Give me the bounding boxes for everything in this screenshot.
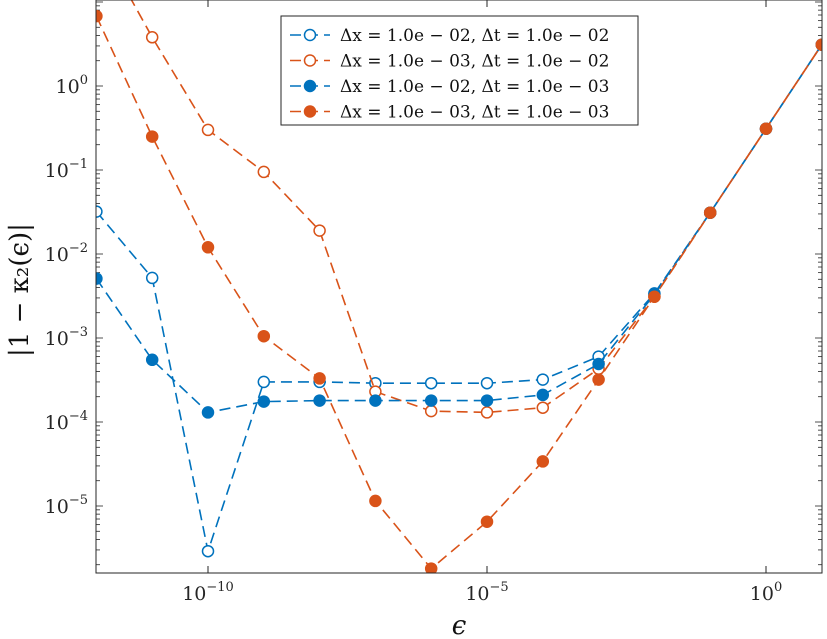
legend-entry-1: Δx = 1.0e − 02, Δt = 1.0e − 02: [290, 26, 609, 46]
plot-frame: [95, 0, 823, 574]
legend-entry-3: Δx = 1.0e − 02, Δt = 1.0e − 03: [290, 77, 609, 97]
legend-entry-2: Δx = 1.0e − 03, Δt = 1.0e − 02: [290, 52, 609, 72]
data-point: [201, 123, 215, 137]
series-line: [96, 44, 822, 555]
plot-area: [96, 0, 822, 573]
tick-labels: 10−10 10−5 100 10−5 10−4 10−3 10−2 10−1 100: [45, 73, 783, 605]
x-axis-label: ϵ: [452, 611, 467, 639]
series-1: [96, 38, 822, 558]
x-tick-label: 100: [750, 580, 782, 605]
data-point: [145, 271, 159, 285]
data-point: [536, 373, 550, 386]
y-tick-label: 100: [56, 73, 88, 98]
data-point: [145, 353, 159, 367]
data-point: [313, 224, 326, 237]
data-point: [424, 562, 438, 573]
legend-entry-4: Δx = 1.0e − 03, Δt = 1.0e − 03: [290, 103, 609, 123]
data-point: [592, 373, 605, 386]
data-point: [145, 130, 159, 143]
data-point: [369, 394, 382, 407]
legend-label: Δx = 1.0e − 03, Δt = 1.0e − 02: [340, 52, 609, 72]
data-point: [480, 394, 494, 407]
data-point: [257, 375, 271, 389]
data-point: [480, 376, 494, 390]
legend-marker: [303, 54, 317, 67]
y-tick-label: 10−3: [45, 325, 88, 350]
data-point: [145, 31, 159, 44]
data-point: [424, 394, 438, 407]
x-tick-label: 10−10: [182, 580, 234, 605]
data-point: [536, 401, 550, 414]
legend-marker: [303, 79, 317, 93]
legend-marker: [303, 105, 317, 118]
data-point: [424, 376, 438, 390]
data-point: [257, 329, 271, 343]
x-tick-label: 10−5: [465, 580, 508, 605]
legend-label: Δx = 1.0e − 02, Δt = 1.0e − 03: [340, 77, 609, 97]
data-point: [201, 241, 215, 254]
data-point: [257, 395, 271, 408]
y-tick-label: 10−5: [45, 493, 88, 518]
data-point: [759, 122, 773, 135]
data-point: [648, 290, 661, 303]
data-point: [536, 455, 550, 468]
series-line: [96, 44, 822, 414]
data-point: [536, 388, 550, 402]
data-point: [424, 404, 438, 418]
y-axis-label: |1 − κ₂(ϵ)|: [5, 223, 35, 357]
y-tick-label: 10−4: [45, 409, 88, 434]
data-point: [313, 394, 326, 407]
legend-marker: [303, 28, 317, 42]
series-4: [96, 9, 822, 573]
legend: Δx = 1.0e − 02, Δt = 1.0e − 02 Δx = 1.0e …: [280, 15, 639, 126]
legend-box: [280, 15, 639, 126]
y-tick-label: 10−2: [45, 241, 88, 266]
data-point: [592, 357, 605, 371]
data-point: [703, 206, 717, 219]
data-point: [480, 515, 494, 528]
data-point: [313, 372, 326, 385]
series-line: [96, 15, 822, 570]
data-point: [480, 406, 494, 419]
data-point: [369, 494, 382, 508]
y-tick-label: 10−1: [45, 157, 88, 182]
data-point: [201, 406, 215, 419]
axes-ticks: [96, 0, 822, 573]
data-point: [257, 165, 271, 179]
legend-label: Δx = 1.0e − 03, Δt = 1.0e − 03: [340, 103, 609, 123]
data-point: [201, 544, 215, 558]
legend-label: Δx = 1.0e − 02, Δt = 1.0e − 02: [340, 26, 609, 46]
